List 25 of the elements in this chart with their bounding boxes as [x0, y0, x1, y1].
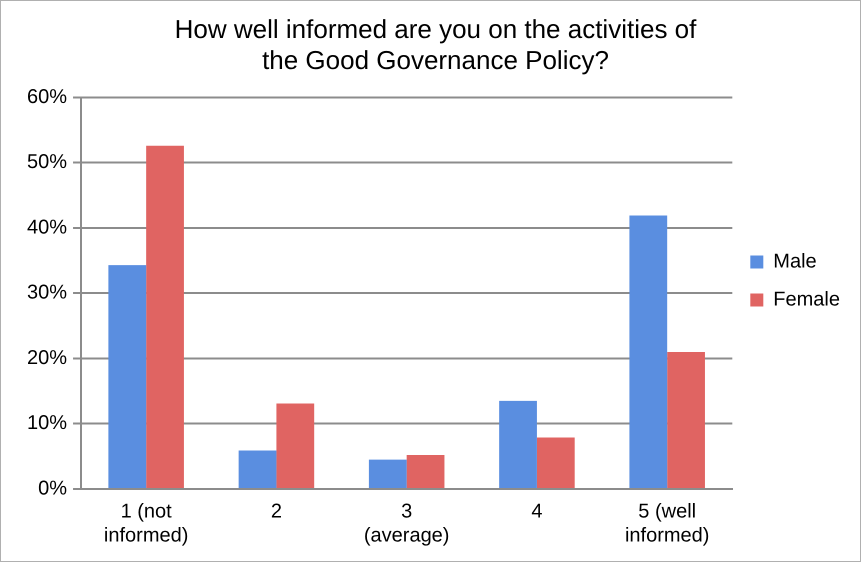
chart-title: How well informed are you on the activities of the Good Governance Policy?	[174, 14, 698, 75]
bar	[146, 146, 184, 488]
x-tick-label: 3 (average)	[364, 500, 450, 547]
bar	[629, 216, 668, 488]
y-tick-label: 10%	[27, 412, 68, 434]
x-tick-label: 2	[270, 500, 282, 523]
x-tick-label: 1 (not informed)	[104, 500, 188, 547]
bar	[667, 352, 705, 488]
bar	[238, 450, 276, 488]
legend-label: Female	[773, 288, 840, 311]
bar	[536, 437, 575, 488]
y-tick-label: 40%	[27, 216, 68, 238]
y-tick-label: 0%	[38, 478, 68, 500]
bar	[499, 400, 537, 488]
y-tick-label: 50%	[27, 151, 68, 174]
bar	[406, 455, 444, 488]
legend-label: Male	[773, 250, 817, 273]
y-tick-label: 20%	[27, 346, 68, 369]
bar	[108, 265, 146, 488]
x-tick-label: 5 (well informed)	[624, 500, 710, 547]
bar	[276, 404, 314, 488]
y-tick-label: 30%	[27, 282, 68, 304]
y-tick-label: 60%	[27, 86, 68, 108]
x-tick-label: 4	[531, 500, 542, 523]
bar	[368, 460, 407, 488]
